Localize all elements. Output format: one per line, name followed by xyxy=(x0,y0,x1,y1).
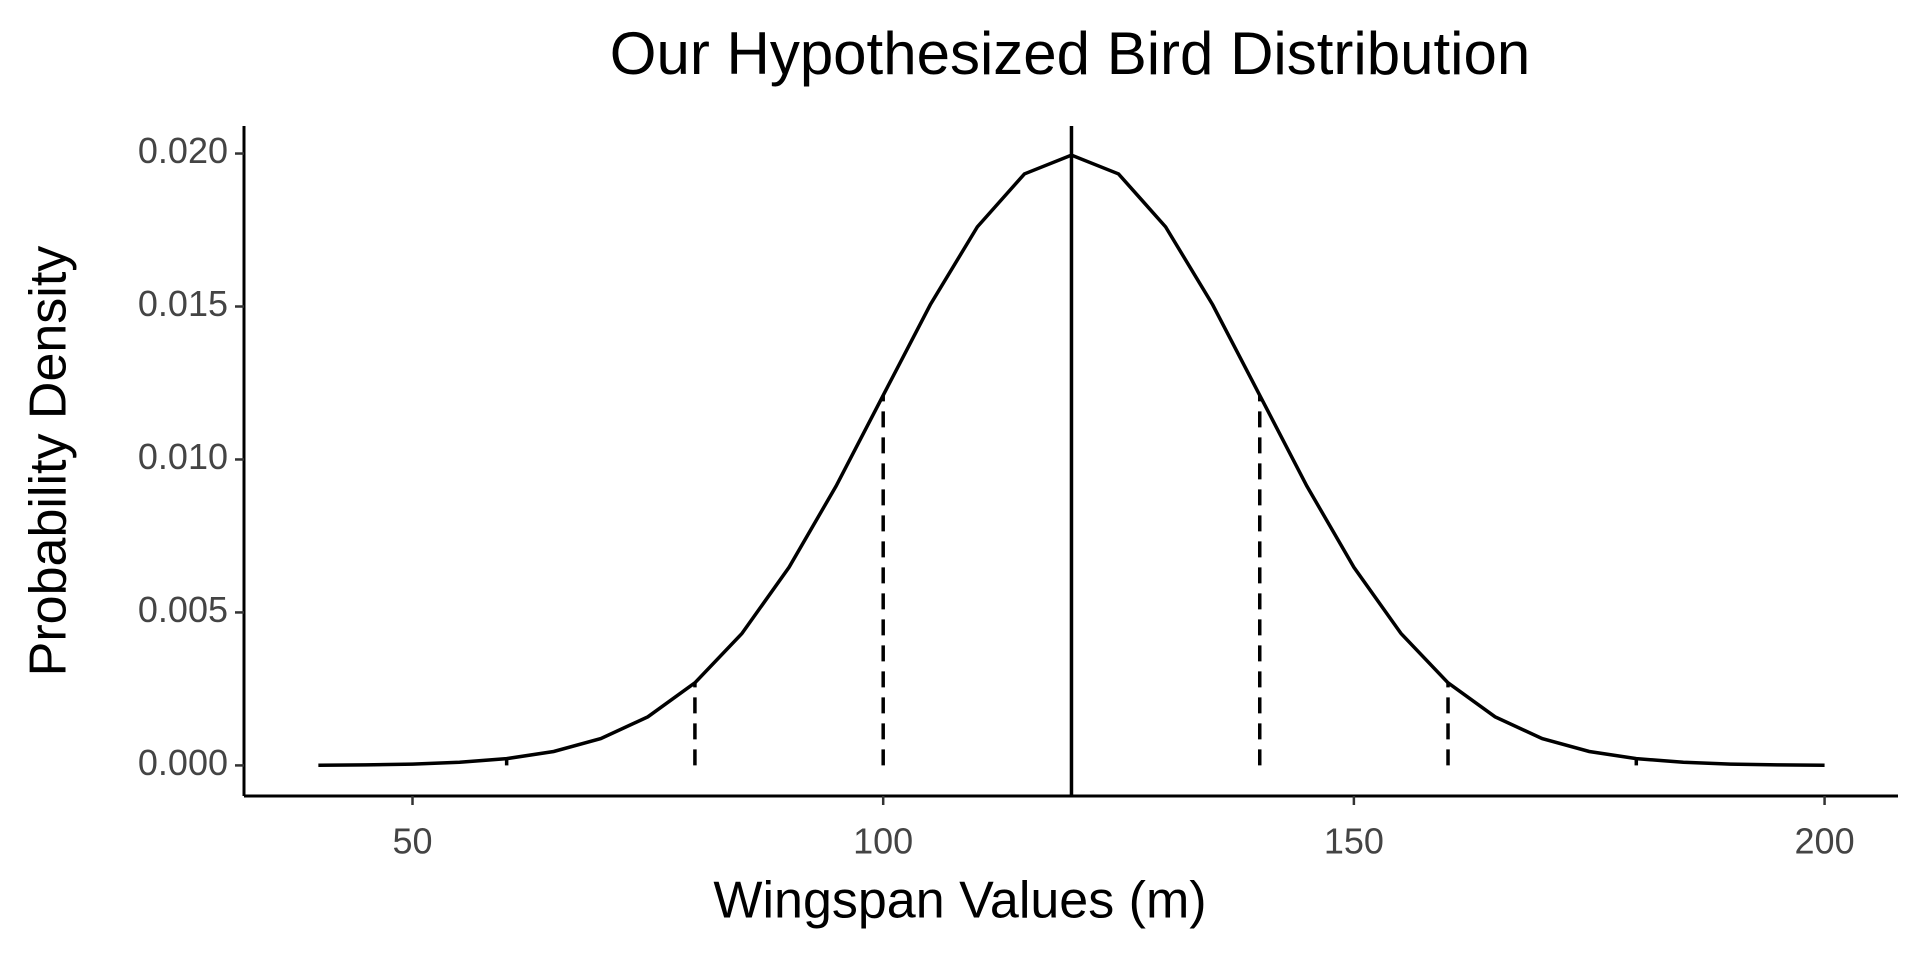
y-tick-label: 0.015 xyxy=(138,283,228,324)
x-tick-label: 100 xyxy=(853,821,913,862)
y-tick-label: 0.005 xyxy=(138,589,228,630)
y-axis-label: Probability Density xyxy=(20,246,78,677)
y-tick-label: 0.010 xyxy=(138,436,228,477)
chart-title: Our Hypothesized Bird Distribution xyxy=(610,20,1530,87)
x-tick-label: 200 xyxy=(1795,821,1855,862)
x-tick-label: 150 xyxy=(1324,821,1384,862)
y-tick-label: 0.000 xyxy=(138,742,228,783)
x-tick-label: 50 xyxy=(392,821,432,862)
y-tick-label: 0.020 xyxy=(138,130,228,171)
x-axis-label: Wingspan Values (m) xyxy=(713,872,1206,930)
